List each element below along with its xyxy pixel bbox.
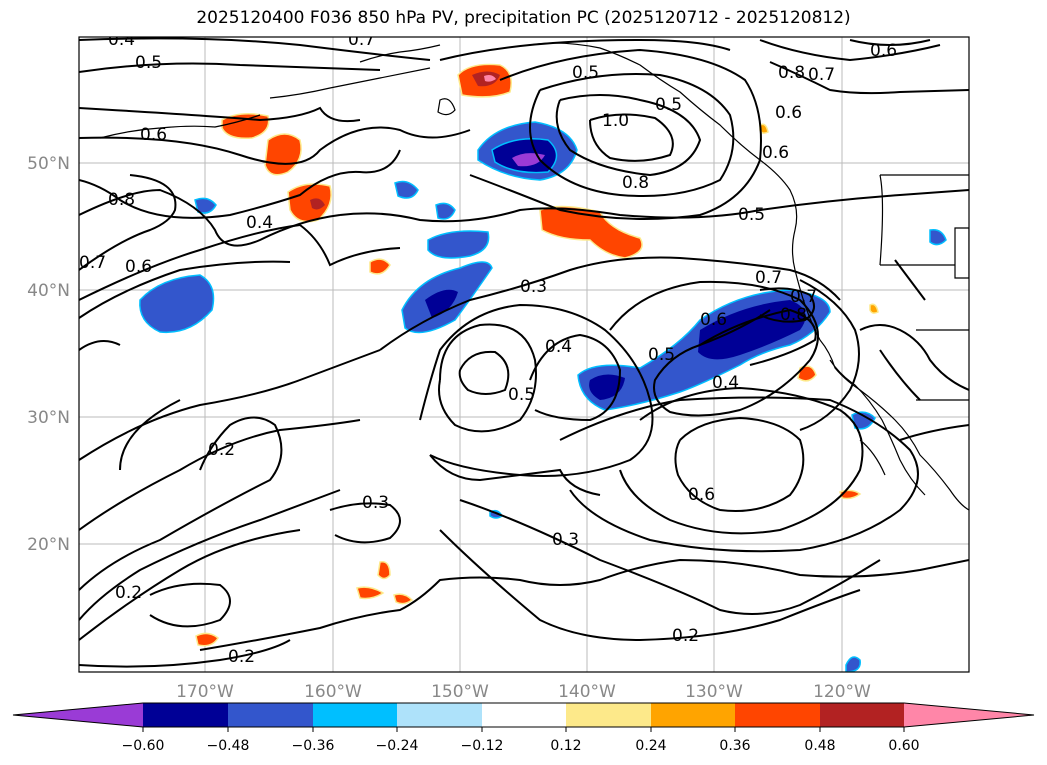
colorbar-label: −0.12 <box>461 738 504 754</box>
contour-label: 0.2 <box>115 583 142 603</box>
lat-label: 50°N <box>27 154 70 174</box>
lon-label: 160°W <box>304 682 362 702</box>
contour-label: 0.3 <box>362 493 389 513</box>
colorbar-segment <box>820 703 904 727</box>
contour-label: 0.7 <box>808 65 835 85</box>
contour-labels: 0.4 0.5 0.7 0.6 0.5 0.8 0.7 0.6 0.5 1.0 … <box>79 30 897 667</box>
colorbar-segment <box>228 703 313 727</box>
pv-contours <box>79 37 969 668</box>
negative-precip-areas <box>139 121 947 672</box>
contour-label: 0.6 <box>140 125 167 145</box>
colorbar-label: 0.36 <box>719 738 750 754</box>
colorbar-extend-low <box>13 703 143 727</box>
lon-label: 120°W <box>813 682 871 702</box>
contour-label: 0.5 <box>655 95 682 115</box>
contour-label: 0.6 <box>125 257 152 277</box>
contour-label: 0.4 <box>108 30 135 50</box>
colorbar-ticks <box>142 727 905 732</box>
contour-label: 0.5 <box>648 345 675 365</box>
colorbar-segment <box>566 703 651 727</box>
contour-label: 0.6 <box>775 103 802 123</box>
contour-label: 0.7 <box>348 30 375 50</box>
colorbar-segment <box>651 703 735 727</box>
contour-label: 0.3 <box>552 530 579 550</box>
contour-label: 0.8 <box>622 173 649 193</box>
lat-label: 30°N <box>27 408 70 428</box>
colorbar-label: 0.24 <box>635 738 666 754</box>
coastlines <box>99 42 969 511</box>
lat-label: 20°N <box>27 535 70 555</box>
contour-label: 0.5 <box>572 63 599 83</box>
figure-title: 2025120400 F036 850 hPa PV, precipitatio… <box>196 8 851 28</box>
colorbar-segment <box>313 703 397 727</box>
contour-label: 0.5 <box>738 205 765 225</box>
contour-label: 0.5 <box>508 385 535 405</box>
contour-label: 0.6 <box>700 310 727 330</box>
contour-label: 0.4 <box>545 337 572 357</box>
longitude-labels: 170°W 160°W 150°W 140°W 130°W 120°W <box>176 682 871 702</box>
latitude-labels: 20°N 30°N 40°N 50°N <box>27 154 70 555</box>
colorbar-extend-high <box>904 703 1034 727</box>
contour-label: 0.2 <box>208 440 235 460</box>
contour-label: 1.0 <box>602 111 629 131</box>
lat-label: 40°N <box>27 281 70 301</box>
map-frame <box>78 36 970 673</box>
colorbar-label: −0.24 <box>376 738 419 754</box>
colorbar-segment <box>397 703 482 727</box>
contour-label: 0.2 <box>228 647 255 667</box>
contour-label: 0.8 <box>780 305 807 325</box>
contour-label: 0.7 <box>79 253 106 273</box>
lon-label: 130°W <box>685 682 743 702</box>
colorbar-label: 0.12 <box>550 738 581 754</box>
contour-label: 0.7 <box>790 287 817 307</box>
contour-label: 0.4 <box>246 213 273 233</box>
lon-label: 140°W <box>558 682 616 702</box>
contour-label: 0.4 <box>712 373 739 393</box>
contour-label: 0.7 <box>755 268 782 288</box>
colorbar-label: −0.60 <box>122 738 165 754</box>
contour-label: 0.8 <box>778 63 805 83</box>
colorbar-segment <box>143 703 228 727</box>
colorbar-segment <box>482 703 566 727</box>
contour-label: 0.2 <box>672 626 699 646</box>
colorbar: −0.60 −0.48 −0.36 −0.24 −0.12 0.12 0.24 … <box>12 702 1035 754</box>
contour-label: 0.8 <box>108 190 135 210</box>
lon-label: 150°W <box>431 682 489 702</box>
colorbar-label: −0.36 <box>292 738 335 754</box>
colorbar-label: 0.48 <box>804 738 835 754</box>
contour-label: 0.3 <box>520 277 547 297</box>
contour-label: 0.6 <box>762 143 789 163</box>
contour-label: 0.6 <box>688 485 715 505</box>
lon-label: 170°W <box>176 682 234 702</box>
colorbar-label: 0.60 <box>888 738 919 754</box>
colorbar-segment <box>735 703 820 727</box>
contour-label: 0.5 <box>135 53 162 73</box>
colorbar-label: −0.48 <box>207 738 250 754</box>
contour-label: 0.6 <box>870 41 897 61</box>
